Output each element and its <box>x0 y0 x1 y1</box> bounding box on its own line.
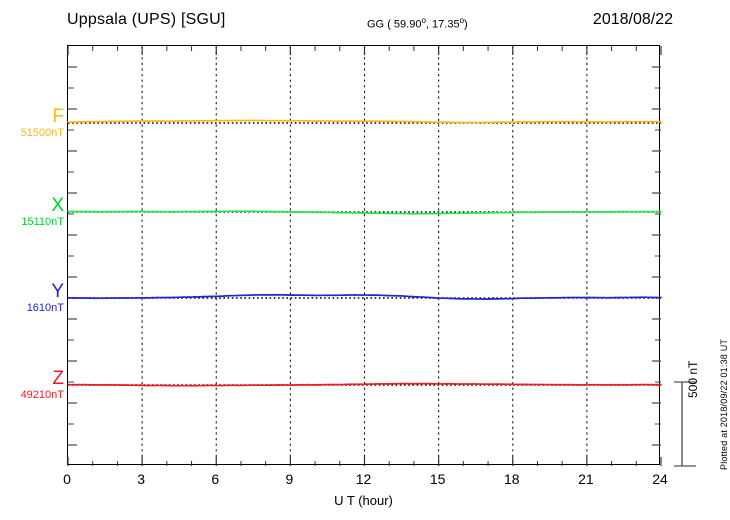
coord-open-paren: ( <box>387 18 391 31</box>
coord-system-label: GG <box>367 18 385 31</box>
x-tick-label-18: 18 <box>503 471 520 487</box>
coord-close-paren: ) <box>464 18 468 31</box>
component-letter-x: X <box>51 195 64 216</box>
geographic-coordinates: GG ( 59.90o, 17.35o) <box>367 16 468 31</box>
scale-bar <box>674 381 696 467</box>
component-label-f: F 51500nT <box>2 107 64 139</box>
x-tick-label-24: 24 <box>652 471 668 487</box>
component-baseline-f: 51500nT <box>20 127 64 139</box>
scale-bar-label: 500 nT <box>686 360 700 398</box>
component-label-z: Z 49210nT <box>2 369 64 401</box>
longitude-value: 17.35 <box>432 18 460 31</box>
x-tick-label-3: 3 <box>137 471 146 487</box>
latitude-degree-icon: o <box>421 16 426 25</box>
x-axis-title: U T (hour) <box>0 493 730 508</box>
longitude-degree-icon: o <box>459 16 465 25</box>
component-baseline-x: 15110nT <box>21 216 64 228</box>
x-axis-title-text: U T (hour) <box>334 493 393 508</box>
x-tick-label-0: 0 <box>63 471 71 487</box>
magnetogram-plot-area <box>67 45 662 466</box>
x-tick-label-21: 21 <box>578 471 594 487</box>
component-baseline-z: 49210nT <box>20 389 64 401</box>
observation-date: 2018/08/22 <box>592 11 673 28</box>
plot-canvas <box>67 46 662 466</box>
component-label-x: X 15110nT <box>2 196 64 228</box>
x-tick-label-9: 9 <box>285 471 294 487</box>
latitude-value: 59.90 <box>393 18 422 31</box>
plotted-at-timestamp: Plotted at 2018/09/22 01:38 UT <box>719 338 729 470</box>
component-baseline-y: 1610nT <box>26 302 64 314</box>
x-tick-label-15: 15 <box>429 471 446 487</box>
component-letter-f: F <box>52 106 64 127</box>
station-title: Uppsala (UPS) [SGU] <box>67 11 226 28</box>
x-tick-label-12: 12 <box>355 471 372 487</box>
component-letter-y: Y <box>51 281 64 302</box>
coord-comma: , <box>425 18 429 31</box>
component-label-y: Y 1610nT <box>2 282 64 314</box>
component-letter-z: Z <box>52 368 64 389</box>
x-tick-label-6: 6 <box>211 471 220 487</box>
